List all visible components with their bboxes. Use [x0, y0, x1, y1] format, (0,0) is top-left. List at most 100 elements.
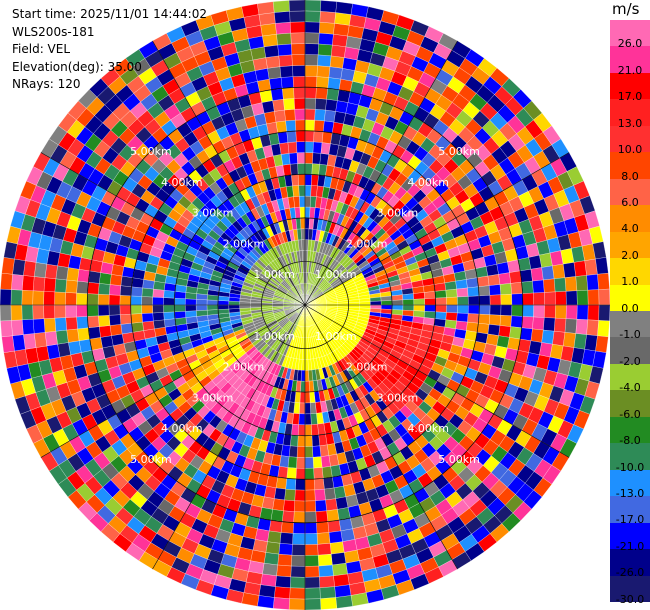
velocity-gate — [467, 286, 480, 297]
velocity-gate — [304, 381, 310, 393]
velocity-gate — [510, 315, 523, 328]
colorbar-cell — [610, 575, 650, 603]
velocity-gate — [298, 174, 306, 186]
velocity-gate — [163, 297, 175, 306]
colorbar-cell — [610, 72, 650, 100]
velocity-gate — [597, 320, 610, 338]
velocity-gate — [250, 304, 262, 308]
velocity-gate — [65, 279, 78, 294]
velocity-gate — [521, 280, 534, 294]
velocity-gate — [500, 304, 513, 316]
velocity-gate — [413, 298, 425, 306]
velocity-gate — [55, 329, 69, 345]
range-ring-label: 1.00km — [315, 268, 357, 281]
velocity-gate — [298, 413, 306, 425]
velocity-gate — [275, 22, 291, 35]
velocity-gate — [130, 313, 143, 324]
velocity-gate — [130, 295, 142, 306]
velocity-gate — [0, 288, 12, 306]
velocity-gate — [319, 11, 336, 24]
velocity-gate — [34, 262, 47, 278]
velocity-gate — [478, 285, 491, 297]
colorbar-tick-label: -17.0 — [615, 513, 645, 527]
velocity-gate — [295, 130, 306, 142]
velocity-gate — [522, 304, 534, 318]
velocity-gate — [109, 274, 123, 286]
velocity-gate — [131, 321, 144, 333]
velocity-gate — [288, 0, 306, 12]
velocity-gate — [291, 555, 306, 567]
velocity-gate — [320, 0, 338, 13]
velocity-gate — [185, 304, 197, 312]
velocity-gate — [97, 304, 110, 316]
velocity-gate — [291, 54, 306, 66]
velocity-gate — [54, 304, 66, 319]
velocity-gate — [296, 457, 306, 469]
velocity-gate — [293, 196, 301, 208]
velocity-gate — [530, 328, 544, 343]
velocity-gate — [152, 296, 164, 306]
colorbar-cell — [610, 390, 650, 418]
velocity-gate — [402, 304, 415, 311]
velocity-gate — [304, 87, 317, 99]
velocity-gate — [65, 304, 77, 318]
velocity-gate — [283, 98, 295, 111]
range-ring-label: 5.00km — [130, 453, 172, 466]
velocity-gate — [315, 98, 327, 111]
velocity-gate — [141, 287, 154, 298]
velocity-gate — [272, 597, 290, 610]
velocity-gate — [272, 0, 290, 13]
velocity-gate — [263, 552, 279, 566]
velocity-gate — [499, 283, 512, 295]
velocity-gate — [288, 445, 298, 458]
velocity-gate — [260, 23, 277, 37]
velocity-gate — [304, 435, 313, 447]
velocity-gate — [141, 304, 153, 314]
velocity-gate — [296, 141, 306, 153]
velocity-gate — [217, 300, 229, 306]
velocity-gate — [304, 500, 316, 513]
velocity-gate — [272, 99, 285, 112]
velocity-gate — [66, 328, 80, 343]
colorbar-tick-label: -1.0 — [619, 328, 641, 342]
velocity-gate — [532, 279, 545, 294]
velocity-gate — [0, 304, 12, 322]
range-ring-label: 4.00km — [161, 422, 203, 435]
velocity-gate — [304, 391, 311, 404]
colorbar-tick-label: -2.0 — [619, 354, 641, 368]
velocity-gate — [487, 274, 501, 286]
velocity-gate — [152, 304, 164, 314]
velocity-gate — [576, 290, 589, 306]
velocity-gate — [109, 314, 121, 326]
velocity-gate — [304, 533, 318, 545]
range-ring-label: 1.00km — [315, 330, 357, 343]
velocity-gate — [313, 478, 325, 491]
velocity-gate — [485, 264, 499, 277]
velocity-gate — [304, 446, 314, 458]
velocity-gate — [576, 304, 589, 320]
velocity-gate — [32, 276, 46, 292]
velocity-gate — [269, 77, 283, 90]
velocity-gate — [11, 274, 24, 291]
velocity-gate — [288, 152, 298, 165]
range-ring-label: 2.00km — [346, 237, 388, 250]
velocity-gate — [261, 100, 275, 114]
colorbar-tick-label: 6.0 — [621, 195, 639, 209]
velocity-gate — [265, 55, 281, 69]
velocity-gate — [584, 258, 598, 276]
velocity-gate — [12, 258, 26, 276]
velocity-gate — [304, 141, 314, 153]
velocity-gate — [0, 320, 13, 338]
velocity-gate — [299, 391, 306, 404]
velocity-gate — [291, 424, 299, 436]
velocity-gate — [258, 12, 276, 26]
colorbar-tick-label: -6.0 — [619, 407, 641, 421]
velocity-rays — [0, 0, 610, 610]
velocity-gate — [457, 296, 469, 306]
velocity-gate — [10, 304, 23, 321]
velocity-gate — [32, 304, 45, 320]
azimuth-spoke — [304, 152, 570, 306]
velocity-gate — [316, 532, 331, 545]
velocity-gate — [402, 293, 414, 301]
velocity-gate — [304, 511, 317, 523]
